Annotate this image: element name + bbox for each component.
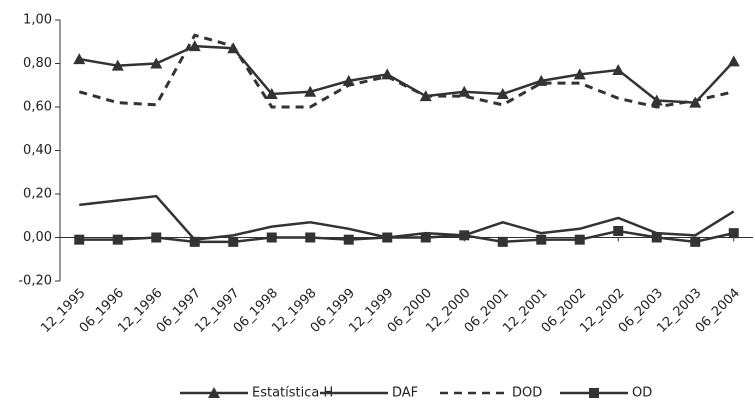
legend-label: Estatística H — [252, 386, 333, 401]
marker — [112, 234, 123, 245]
legend-label: OD — [632, 386, 652, 401]
marker — [650, 94, 663, 106]
marker — [188, 40, 201, 52]
marker — [727, 55, 740, 67]
marker — [612, 64, 625, 76]
series-line — [79, 229, 735, 244]
marker — [690, 236, 701, 247]
marker — [651, 232, 662, 243]
y-tick-label: 0,20 — [23, 187, 52, 202]
marker — [536, 234, 547, 245]
marker — [689, 96, 702, 108]
y-tick-label: 0,60 — [23, 100, 52, 115]
marker — [343, 234, 354, 245]
series-line — [79, 44, 735, 104]
y-tick-label: 0,40 — [23, 143, 52, 158]
marker — [74, 234, 85, 245]
marker — [459, 230, 470, 241]
marker — [305, 232, 316, 243]
y-tick-label: 0,80 — [23, 56, 52, 71]
series-line — [78, 33, 735, 109]
series-line — [79, 194, 735, 241]
marker — [573, 68, 586, 80]
marker — [304, 85, 317, 97]
marker — [420, 232, 431, 243]
legend-label: DOD — [512, 386, 542, 401]
y-tick-label: 0,00 — [23, 230, 52, 245]
marker — [496, 87, 509, 99]
marker — [208, 387, 220, 398]
marker — [189, 236, 200, 247]
marker — [589, 388, 599, 398]
marker — [111, 59, 124, 71]
marker — [497, 236, 508, 247]
y-tick-label: 1,00 — [23, 13, 52, 28]
y-tick-label: -0,20 — [18, 274, 52, 289]
marker — [728, 228, 739, 239]
marker — [73, 53, 86, 65]
marker — [228, 236, 239, 247]
marker — [382, 232, 393, 243]
marker — [150, 57, 163, 69]
marker — [265, 87, 278, 99]
marker — [613, 225, 624, 236]
marker — [151, 232, 162, 243]
legend-label: DAF — [392, 386, 418, 401]
marker — [574, 234, 585, 245]
marker — [266, 232, 277, 243]
marker — [458, 85, 471, 97]
